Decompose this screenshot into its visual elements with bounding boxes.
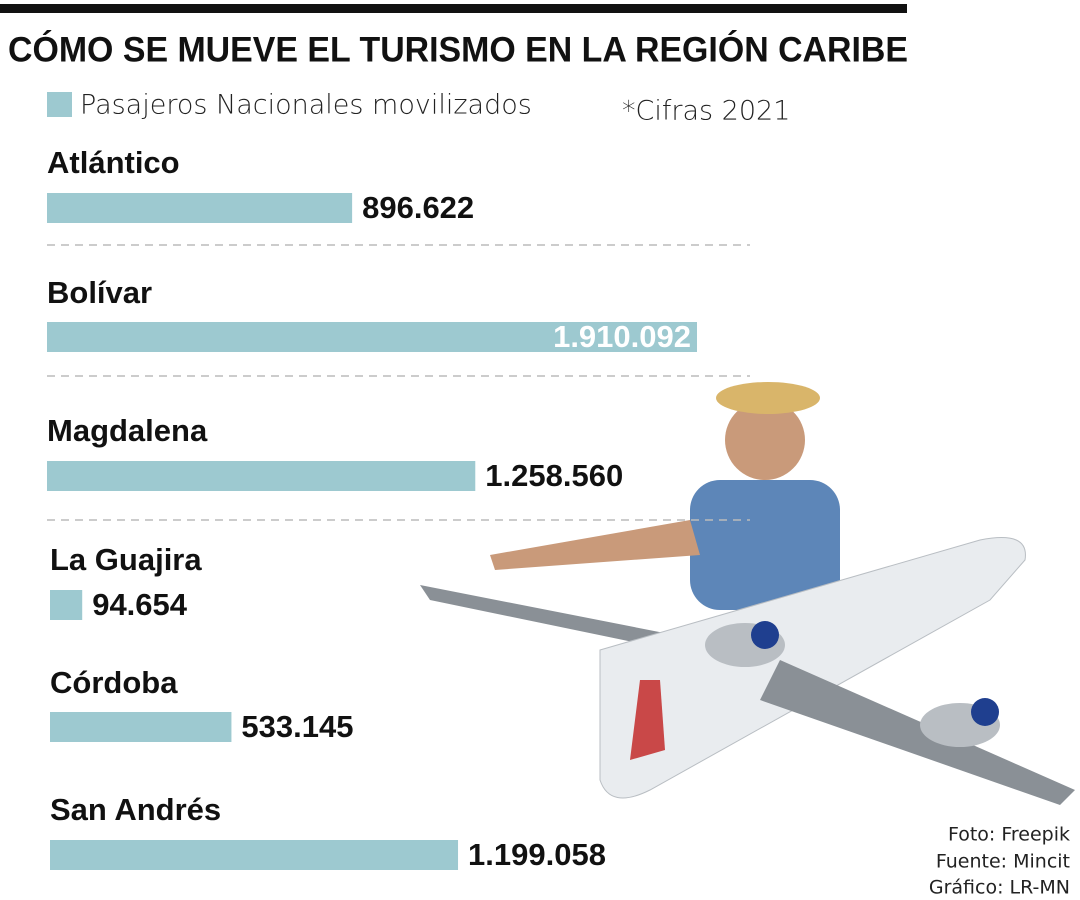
top-rule — [0, 4, 907, 13]
value-label: 94.654 — [92, 587, 188, 622]
airplane-illustration — [420, 382, 1075, 805]
legend-swatch — [47, 92, 72, 117]
category-label: Atlántico — [47, 145, 180, 180]
value-label: 1.258.560 — [485, 458, 623, 493]
bar — [47, 461, 476, 491]
value-label: 1.199.058 — [468, 837, 606, 872]
value-label: 1.910.092 — [553, 319, 691, 354]
chart-title: CÓMO SE MUEVE EL TURISMO EN LA REGIÓN CA… — [8, 29, 908, 69]
bar — [50, 590, 83, 620]
note: *Cifras 2021 — [622, 96, 790, 127]
value-label: 533.145 — [241, 709, 353, 744]
category-label: San Andrés — [50, 792, 221, 827]
credit: Gráfico: LR-MN — [929, 877, 1070, 899]
legend-label: Pasajeros Nacionales movilizados — [80, 90, 532, 121]
bar — [50, 840, 459, 870]
bar — [47, 193, 353, 223]
category-label: La Guajira — [50, 542, 202, 577]
credit: Fuente: Mincit — [936, 851, 1070, 873]
category-label: Magdalena — [47, 413, 208, 448]
credit: Foto: Freepik — [948, 824, 1070, 846]
category-label: Bolívar — [47, 275, 152, 310]
bar — [50, 712, 232, 742]
bar — [47, 322, 697, 352]
value-label: 896.622 — [362, 190, 474, 225]
category-label: Córdoba — [50, 665, 178, 700]
